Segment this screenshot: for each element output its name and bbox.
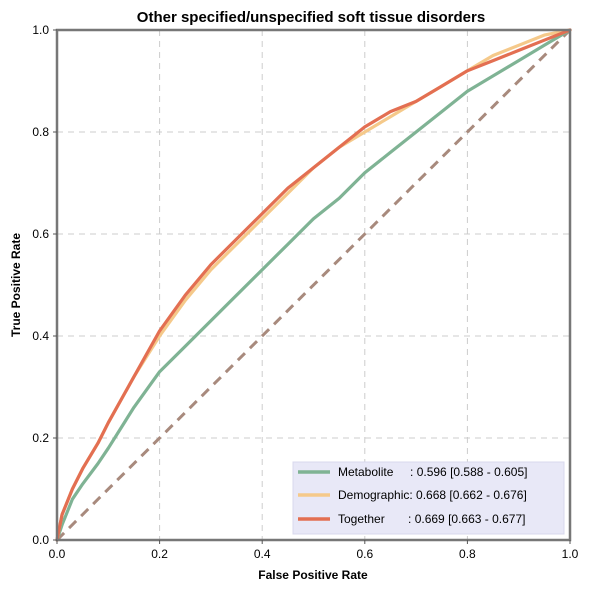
- plot-frame: [55, 28, 572, 542]
- axis-ticks: 0.0 0.2 0.4 0.6 0.8 1.0 0.0 0.2 0.4 0.6 0.8 1.0: [32, 23, 578, 561]
- x-tick-label: 0.2: [151, 547, 168, 561]
- y-tick-label: 0.0: [32, 533, 49, 547]
- x-tick-label: 0.8: [459, 547, 476, 561]
- grid-lines: [57, 30, 570, 540]
- legend-label-metabolite: Metabolite : 0.596 [0.588 - 0.605]: [338, 465, 527, 479]
- y-tick-label: 0.4: [32, 329, 49, 343]
- series-line-metabolite: [55, 28, 572, 542]
- y-tick-label: 0.8: [32, 125, 49, 139]
- x-tick-label: 0.6: [356, 547, 373, 561]
- legend-label-demographic: Demographic: 0.668 [0.662 - 0.676]: [338, 488, 527, 502]
- x-axis-label: False Positive Rate: [258, 568, 368, 582]
- x-tick-label: 0.4: [254, 547, 271, 561]
- legend-box: [292, 461, 565, 535]
- legend: Metabolite : 0.596 [0.588 - 0.605] Demog…: [292, 461, 565, 535]
- y-axis-label: True Positive Rate: [9, 233, 23, 337]
- y-tick-label: 1.0: [32, 23, 49, 37]
- chance-reference-line: [55, 28, 572, 542]
- y-tick-label: 0.6: [32, 227, 49, 241]
- legend-label-together: Together : 0.669 [0.663 - 0.677]: [338, 512, 525, 526]
- series-lines: [55, 28, 572, 542]
- y-tick-label: 0.2: [32, 431, 49, 445]
- chart-title: Other specified/unspecified soft tissue …: [137, 9, 485, 26]
- x-tick-label: 0.0: [49, 547, 66, 561]
- x-tick-label: 1.0: [562, 547, 579, 561]
- series-line-together: [55, 28, 572, 542]
